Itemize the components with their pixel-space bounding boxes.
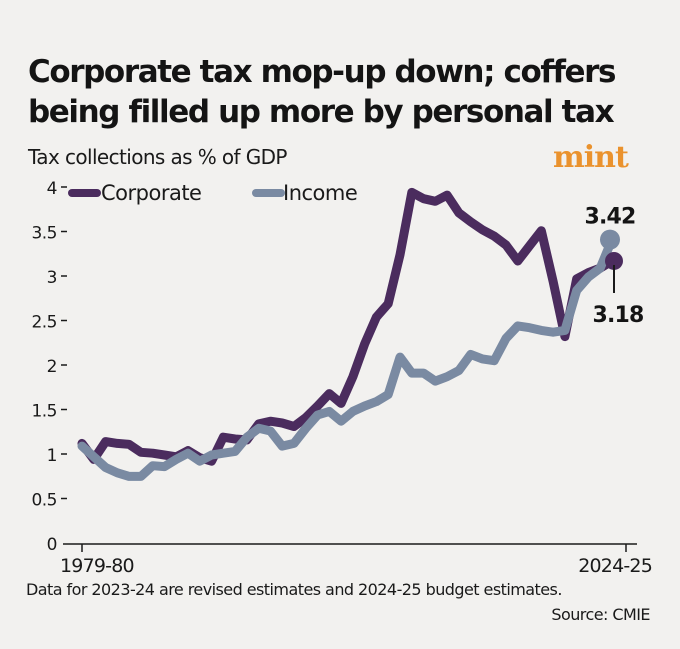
x-axis: 1979-80 2024-25 (60, 543, 653, 577)
annotation-corporate-end: 3.18 (592, 303, 643, 328)
y-tick-label: 3 (47, 268, 57, 288)
y-tick-label: 1.5 (31, 402, 57, 422)
y-tick-label: 2 (47, 357, 57, 377)
source-credit: Source: CMIE (551, 605, 650, 624)
y-tick-label: 1 (47, 446, 57, 466)
x-tick-label: 2024-25 (578, 555, 652, 577)
chart-title: Corporate tax mop-up down; coffers being… (28, 54, 617, 130)
endpoint-dot-income (600, 229, 620, 250)
y-tick-label: 4 (47, 179, 57, 199)
y-tick-label: 0 (47, 535, 57, 555)
y-tick-label: 2.5 (31, 313, 57, 333)
series-layer (77, 187, 623, 481)
legend: Corporate Income (68, 181, 358, 205)
x-tick-label: 1979-80 (60, 555, 134, 577)
series-line-corporate (77, 187, 617, 466)
y-axis: 0 0.5 1 1.5 2 2.5 3 3.5 4 (31, 179, 67, 555)
mint-logo: mint (553, 140, 629, 175)
annotations: 3.42 3.18 (584, 205, 644, 328)
chart-subtitle: Tax collections as % of GDP (28, 145, 287, 169)
series-line-income (77, 235, 617, 481)
endpoint-dot-corporate (605, 251, 623, 270)
legend-label-income: Income (283, 181, 357, 205)
y-tick-label: 0.5 (31, 491, 57, 511)
y-tick-label: 3.5 (31, 224, 57, 244)
legend-label-corporate: Corporate (101, 181, 201, 205)
annotation-income-end: 3.42 (584, 205, 635, 230)
footnote: Data for 2023-24 are revised estimates a… (26, 580, 562, 599)
